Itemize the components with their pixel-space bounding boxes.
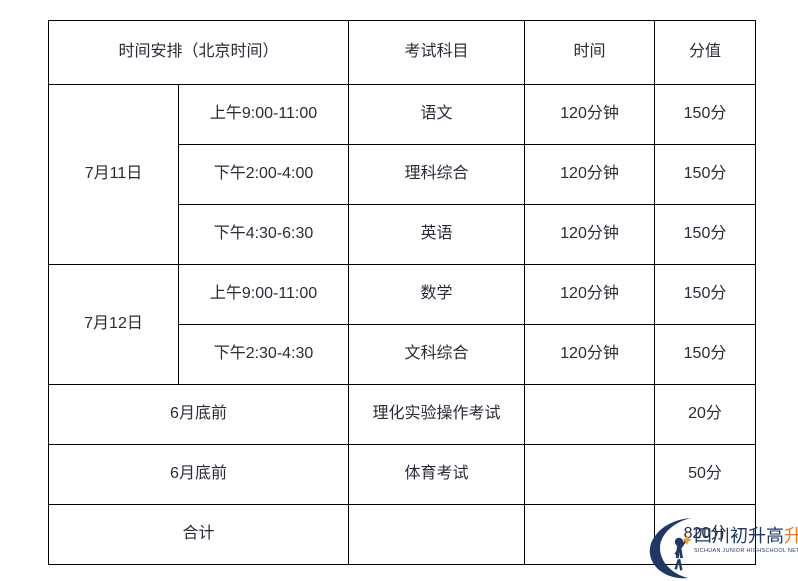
subject-cell: 文科综合: [348, 324, 526, 385]
period-cell: 下午4:30-6:30: [177, 204, 350, 265]
total-label: 合计: [47, 504, 350, 565]
when-cell: 6月底前: [47, 384, 350, 445]
total-score-cell: 820分: [654, 504, 757, 565]
duration-cell: [524, 504, 656, 565]
table-row: 6月底前 体育考试 50分: [47, 444, 757, 505]
score-cell: 150分: [654, 324, 757, 385]
period-cell: 上午9:00-11:00: [177, 264, 350, 325]
duration-cell: 120分钟: [524, 144, 656, 205]
subject-cell: 数学: [348, 264, 526, 325]
table-row: 7月11日 上午9:00-11:00 语文 120分钟 150分: [48, 84, 757, 265]
subject-cell: 理科综合: [348, 144, 526, 205]
table-row: 下午4:30-6:30 英语 120分钟 150分: [49, 204, 757, 265]
subject-cell: 语文: [348, 84, 526, 145]
period-cell: 下午2:00-4:00: [177, 144, 350, 205]
exam-schedule-table-container: 时间安排（北京时间） 考试科目 时间 分值 7月11日 上午9:00-11:00…: [47, 20, 757, 565]
score-cell: 150分: [654, 144, 757, 205]
score-cell: 50分: [654, 444, 757, 505]
table-total-row: 合计 820分: [47, 504, 757, 565]
table-row: 7月12日 上午9:00-11:00 数学 120分钟 150分: [48, 264, 757, 385]
exam-schedule-table: 时间安排（北京时间） 考试科目 时间 分值 7月11日 上午9:00-11:00…: [47, 20, 757, 565]
duration-cell: 120分钟: [524, 264, 656, 325]
day-label-2: 7月12日: [48, 264, 179, 385]
duration-cell: [524, 444, 656, 505]
day-label-1: 7月11日: [48, 84, 179, 265]
duration-cell: 120分钟: [524, 84, 656, 145]
subject-cell: [348, 504, 526, 565]
subject-cell: 理化实验操作考试: [348, 384, 526, 445]
when-cell: 6月底前: [47, 444, 350, 505]
header-time-arrangement: 时间安排（北京时间）: [47, 20, 350, 85]
score-cell: 150分: [654, 264, 757, 325]
duration-cell: 120分钟: [524, 204, 656, 265]
table-header-row: 时间安排（北京时间） 考试科目 时间 分值: [47, 20, 757, 85]
header-subject: 考试科目: [348, 20, 526, 85]
period-cell: 上午9:00-11:00: [177, 84, 350, 145]
table-row: 下午2:00-4:00 理科综合 120分钟 150分: [49, 144, 757, 205]
watermark-headline-accent: 升学网: [784, 526, 798, 546]
score-cell: 150分: [654, 84, 757, 145]
table-row: 下午2:30-4:30 文科综合 120分钟 150分: [49, 324, 757, 385]
header-duration: 时间: [524, 20, 656, 85]
score-cell: 20分: [654, 384, 757, 445]
duration-cell: [524, 384, 656, 445]
duration-cell: 120分钟: [524, 324, 656, 385]
subject-cell: 英语: [348, 204, 526, 265]
score-cell: 150分: [654, 204, 757, 265]
header-score: 分值: [654, 20, 757, 85]
period-cell: 下午2:30-4:30: [177, 324, 350, 385]
table-row: 6月底前 理化实验操作考试 20分: [47, 384, 757, 445]
subject-cell: 体育考试: [348, 444, 526, 505]
